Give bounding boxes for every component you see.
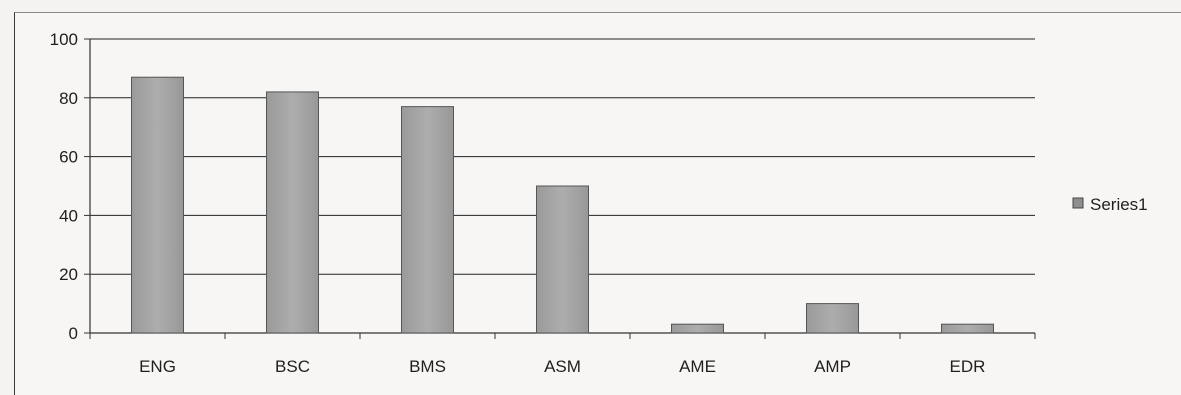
bar-asm	[536, 185, 589, 334]
legend-swatch	[1072, 197, 1084, 209]
x-tick-label-bms: BMS	[409, 357, 446, 376]
x-tick-label-ame: AME	[679, 357, 716, 376]
bars	[131, 76, 994, 334]
x-tick-label-asm: ASM	[544, 357, 581, 376]
bar-amp	[806, 303, 859, 334]
x-tick-labels: ENG BSC BMS ASM AME AMP EDR	[139, 357, 985, 376]
y-tick-label-80: 80	[59, 89, 78, 108]
y-tick-label-60: 60	[59, 148, 78, 167]
x-tick-label-eng: ENG	[139, 357, 176, 376]
x-tick-label-bsc: BSC	[275, 357, 310, 376]
legend: Series1	[1072, 195, 1148, 214]
y-tick-label-20: 20	[59, 265, 78, 284]
x-tick-label-edr: EDR	[950, 357, 986, 376]
legend-label: Series1	[1090, 195, 1148, 214]
bar-bms	[401, 106, 454, 334]
y-tick-label-100: 100	[50, 30, 78, 49]
x-tick-label-amp: AMP	[814, 357, 851, 376]
y-tick-labels: 0 20 40 60 80 100	[50, 30, 78, 343]
y-tick-label-40: 40	[59, 206, 78, 225]
bar-ame	[671, 323, 724, 334]
bar-eng	[131, 76, 184, 334]
bar-edr	[941, 323, 994, 334]
y-tick-label-0: 0	[69, 324, 78, 343]
bar-bsc	[266, 91, 319, 334]
